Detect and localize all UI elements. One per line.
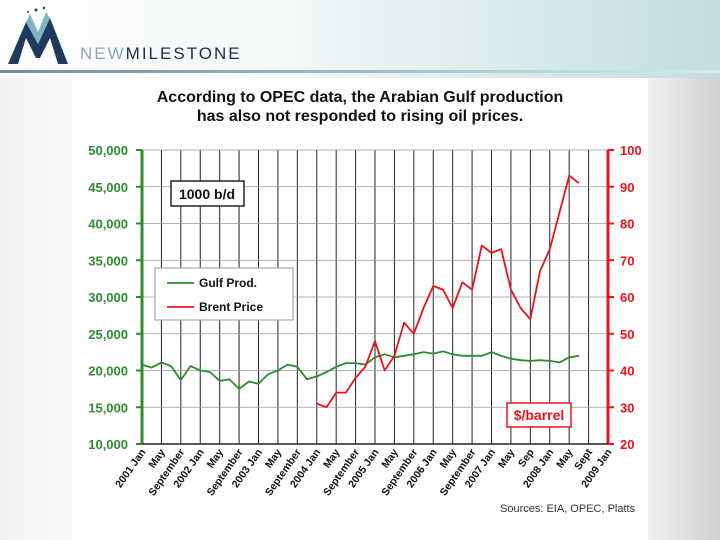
left-tick-label: 50,000 (88, 143, 128, 158)
left-tick-label: 40,000 (88, 217, 128, 232)
right-axis-unit-box (506, 402, 572, 428)
slide-header (0, 0, 720, 78)
legend-box (154, 267, 294, 321)
right-tick-label: 60 (620, 290, 634, 305)
x-tick-label: May (496, 447, 518, 471)
mountain-logo-icon (8, 6, 68, 64)
right-tick-label: 50 (620, 327, 634, 342)
title-line-2: has also not responded to rising oil pri… (196, 108, 524, 125)
gulf-production-line (141, 350, 580, 390)
left-tick-label: 35,000 (88, 253, 128, 268)
left-tick-label: 25,000 (88, 327, 128, 342)
slide-title: According to OPEC data, the Arabian Gulf… (72, 88, 648, 126)
left-tick-label: 45,000 (88, 180, 128, 195)
side-panel-right (648, 78, 720, 540)
left-axis-unit-label: 1000 b/d (179, 186, 235, 202)
right-tick-label: 90 (620, 180, 634, 195)
left-tick-label: 30,000 (88, 290, 128, 305)
title-line-1: According to OPEC data, the Arabian Gulf… (156, 89, 564, 106)
right-axis-unit-label: $/barrel (514, 407, 565, 423)
right-tick-label: 30 (620, 400, 634, 415)
left-axis-unit-box (170, 180, 245, 207)
legend-label: Gulf Prod. (199, 276, 257, 290)
right-tick-label: 100 (620, 143, 642, 158)
right-tick-label: 20 (620, 437, 634, 452)
x-tick-label: 2001 Jan (113, 447, 148, 490)
legend-label: Brent Price (199, 300, 263, 314)
right-tick-label: 70 (620, 253, 634, 268)
left-tick-label: 20,000 (88, 364, 128, 379)
header-rule (0, 70, 720, 73)
brand-name: NEWMILESTONE (80, 44, 242, 63)
right-tick-label: 40 (620, 364, 634, 379)
right-tick-label: 80 (620, 217, 634, 232)
source-note: Sources: EIA, OPEC, Platts (500, 503, 636, 515)
side-panel-left (0, 78, 72, 540)
left-tick-label: 10,000 (88, 437, 128, 452)
brent-price-line (316, 174, 580, 409)
left-tick-label: 15,000 (88, 400, 128, 415)
